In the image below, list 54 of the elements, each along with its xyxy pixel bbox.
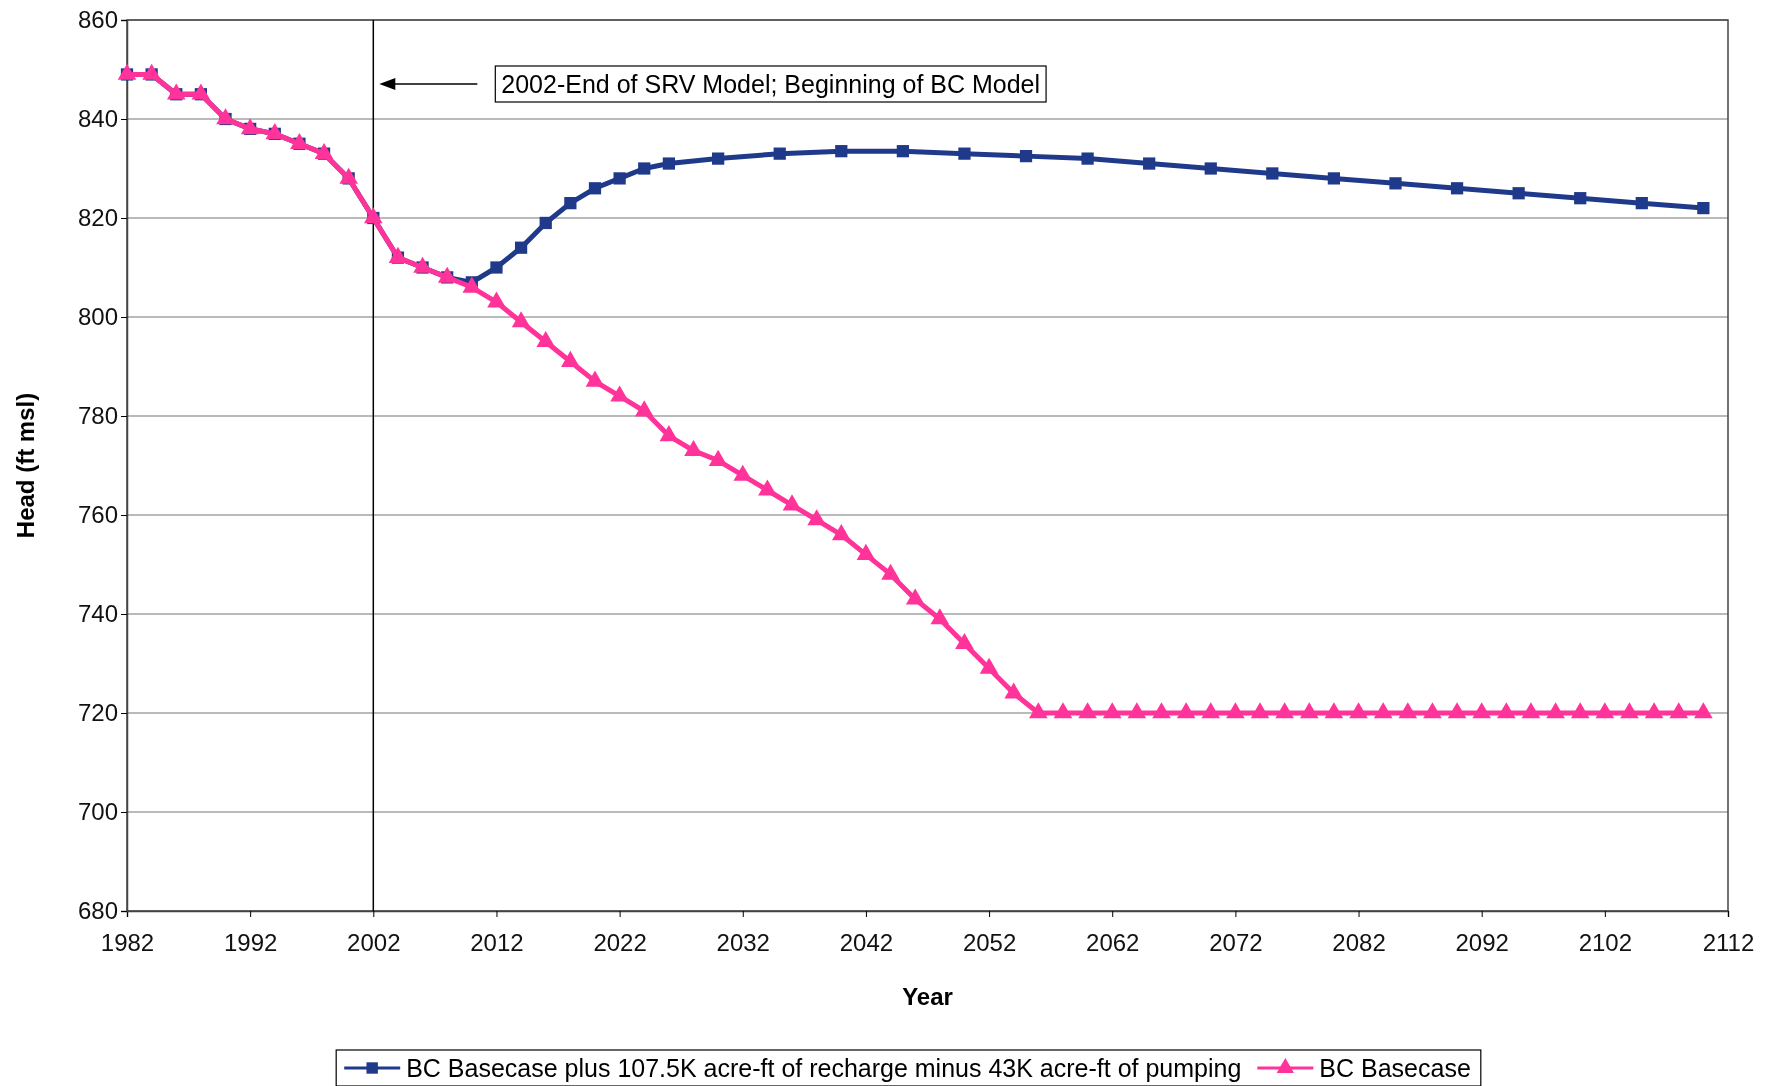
point — [539, 216, 552, 230]
legend-label: BC Basecase plus 107.5K acre-ft of recharge minus 43K acre-ft of pumping — [406, 1054, 1242, 1082]
point — [588, 182, 602, 195]
point — [564, 197, 577, 210]
point — [638, 162, 651, 175]
x-tick-label: 2002 — [347, 929, 401, 957]
x-tick-label: 2012 — [470, 929, 524, 957]
point — [958, 147, 971, 160]
x-tick-label: 2062 — [1086, 929, 1140, 957]
y-tick-label: 680 — [77, 897, 118, 925]
point — [662, 157, 675, 170]
x-tick-label: 2102 — [1578, 929, 1633, 957]
x-axis-title: Year — [902, 983, 953, 1010]
y-tick-label: 740 — [77, 600, 118, 628]
point — [1450, 182, 1464, 195]
y-tick-label: 820 — [77, 204, 118, 232]
y-tick-label: 720 — [77, 699, 118, 727]
point — [1697, 201, 1710, 215]
x-tick-label: 2042 — [839, 929, 894, 957]
point — [1081, 152, 1094, 165]
x-tick-label: 2072 — [1209, 929, 1263, 957]
point — [773, 147, 786, 160]
x-tick-label: 2082 — [1332, 929, 1386, 957]
y-tick-label: 840 — [77, 105, 118, 133]
y-axis-title: Head (ft msl) — [12, 392, 39, 539]
point — [514, 241, 528, 254]
y-tick-label: 780 — [77, 402, 118, 430]
point — [490, 261, 503, 274]
point — [1635, 197, 1648, 210]
point — [1019, 150, 1033, 163]
y-tick-label: 800 — [77, 303, 118, 331]
point — [1512, 187, 1525, 200]
x-tick-label: 2022 — [593, 929, 647, 957]
point — [1266, 167, 1279, 180]
point — [1204, 162, 1217, 175]
point — [712, 152, 725, 165]
y-tick-label: 700 — [77, 798, 118, 826]
x-tick-label: 2052 — [962, 929, 1017, 957]
x-tick-label: 2092 — [1455, 929, 1509, 957]
x-tick-label: 2032 — [716, 929, 770, 957]
x-tick-label: 1992 — [223, 929, 278, 957]
legend-label: BC Basecase — [1319, 1054, 1471, 1082]
annotation: 2002-End of SRV Model; Beginning of BC Model — [501, 70, 1041, 98]
point — [1327, 172, 1341, 185]
point — [896, 145, 909, 158]
x-tick-label: 2112 — [1702, 929, 1755, 957]
y-tick-label: 860 — [77, 6, 118, 34]
point — [835, 145, 848, 158]
point — [1143, 157, 1156, 170]
point — [1574, 192, 1587, 205]
point — [1389, 177, 1402, 190]
point — [613, 172, 626, 185]
y-tick-label: 760 — [77, 501, 118, 529]
x-tick-label: 1982 — [100, 929, 155, 957]
